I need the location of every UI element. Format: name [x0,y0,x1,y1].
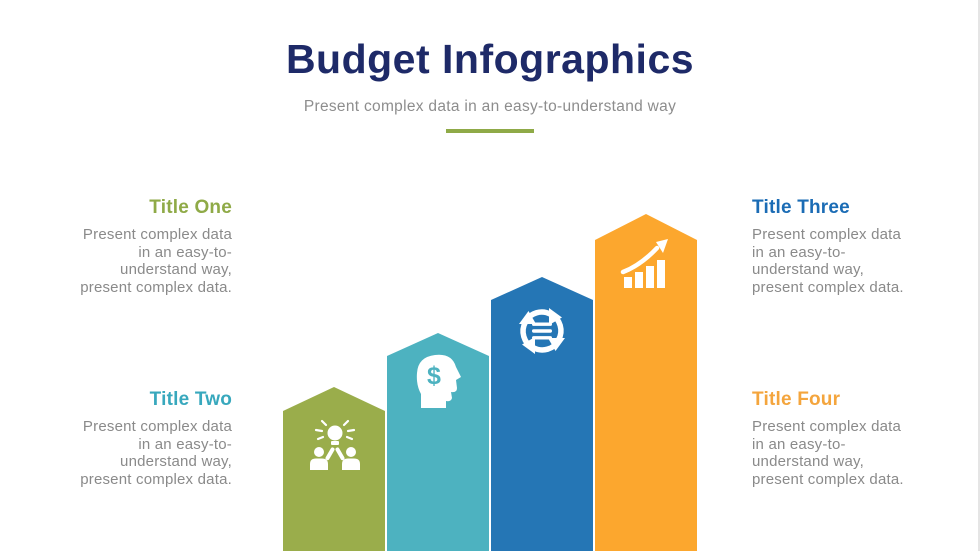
teamwork-idea-icon [310,419,360,470]
panel-body-line: in an easy-to- [752,243,846,261]
panel-body-line: present complex data. [752,278,904,296]
panel-title-two: Title Two Present complex data in an eas… [56,390,232,488]
cycle-list-icon [519,308,565,354]
panel-one-body: Present complex data in an easy-to- unde… [56,226,232,296]
panel-three-body: Present complex data in an easy-to- unde… [752,226,928,296]
panel-body-line: Present complex data [82,418,232,435]
head-dollar-icon: $ [416,354,461,408]
panel-body-line: in an easy-to- [752,435,846,453]
panel-body-line: present complex data. [752,470,904,488]
slide-right-edge [978,0,980,551]
panel-one-title: Title One [149,197,232,218]
panel-title-one: Title One Present complex data in an eas… [56,198,232,296]
panel-two-body: Present complex data in an easy-to- unde… [56,418,232,488]
panel-body-line: Present complex data [752,418,902,435]
panel-body-line: in an easy-to- [138,243,232,261]
page-title: Budget Infographics [285,36,695,82]
panel-two-title: Title Two [149,389,232,410]
dollar-glyph: $ [427,362,441,390]
title-underline [446,129,534,133]
bar-one [283,387,385,551]
panel-body-line: Present complex data [752,226,902,243]
bar-three [491,277,593,551]
page-subtitle: Present complex data in an easy-to-under… [303,98,677,115]
panel-body-line: understand way, [120,261,232,278]
panel-four-body: Present complex data in an easy-to- unde… [752,418,928,488]
panel-three-title: Title Three [752,197,850,218]
growth-chart-icon [620,239,668,288]
panel-title-three: Title Three Present complex data in an e… [752,198,928,296]
bar-two [387,333,489,551]
panel-body-line: in an easy-to- [138,435,232,453]
bar-four [595,214,697,551]
panel-body-line: understand way, [752,261,864,278]
panel-body-line: understand way, [752,453,864,470]
panel-title-four: Title Four Present complex data in an ea… [752,390,928,488]
panel-body-line: Present complex data [82,226,232,243]
panel-body-line: present complex data. [80,470,232,488]
panel-body-line: present complex data. [80,278,232,296]
panel-body-line: understand way, [120,453,232,470]
panel-four-title: Title Four [752,389,841,410]
